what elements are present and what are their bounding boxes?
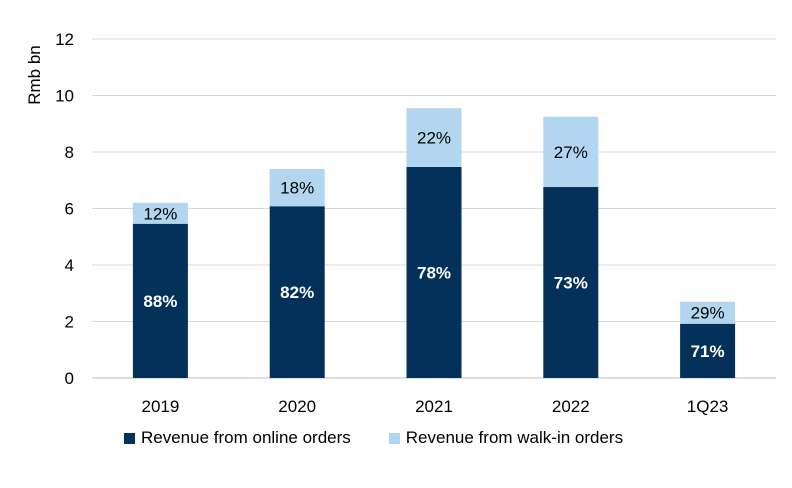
bar-segment-online bbox=[680, 323, 736, 378]
x-tick-label: 2020 bbox=[278, 397, 316, 416]
bar-data-label: 78% bbox=[417, 263, 451, 282]
y-tick-label: 8 bbox=[65, 143, 74, 162]
bar-segment-walk-in bbox=[269, 168, 325, 207]
bar-data-label: 12% bbox=[143, 204, 177, 223]
legend-label-walk-in: Revenue from walk-in orders bbox=[405, 428, 624, 447]
bar-segment-online bbox=[132, 223, 188, 378]
bar-segment-online bbox=[543, 187, 599, 378]
bar-data-label: 73% bbox=[554, 274, 588, 293]
legend-label-online: Revenue from online orders bbox=[141, 428, 351, 447]
y-tick-label: 10 bbox=[55, 87, 74, 106]
bar-segment-walk-in bbox=[543, 116, 599, 188]
y-axis-label: Rmb bn bbox=[25, 45, 44, 105]
y-tick-label: 0 bbox=[65, 369, 74, 388]
y-tick-label: 4 bbox=[65, 256, 74, 275]
axes: 0 2 4 6 8 10 12 2019 2020 2021 2022 1Q23 bbox=[55, 30, 776, 416]
x-tick-label: 1Q23 bbox=[687, 397, 729, 416]
bar-segment-online bbox=[406, 166, 462, 378]
bar-data-label: 88% bbox=[143, 292, 177, 311]
bar-segment-online bbox=[269, 206, 325, 378]
bar-data-label: 22% bbox=[417, 129, 451, 148]
y-tick-label: 12 bbox=[55, 30, 74, 49]
y-tick-label: 2 bbox=[65, 313, 74, 332]
x-tick-label: 2019 bbox=[141, 397, 179, 416]
bar-data-label: 71% bbox=[691, 342, 725, 361]
bar-data-label: 82% bbox=[280, 283, 314, 302]
legend-item-online: Revenue from online orders bbox=[124, 428, 351, 448]
legend: Revenue from online orders Revenue from … bbox=[124, 428, 623, 448]
bar-segment-walk-in bbox=[680, 301, 736, 324]
x-tick-label: 2022 bbox=[552, 397, 590, 416]
legend-swatch-walk-in bbox=[388, 432, 400, 444]
bars bbox=[132, 108, 736, 378]
bar-data-label: 18% bbox=[280, 179, 314, 198]
bar-data-label: 29% bbox=[691, 304, 725, 323]
bar-segment-walk-in bbox=[406, 108, 462, 167]
bar-data-label: 27% bbox=[554, 143, 588, 162]
x-tick-label: 2021 bbox=[415, 397, 453, 416]
legend-swatch-online bbox=[124, 432, 135, 444]
y-tick-label: 6 bbox=[65, 200, 74, 219]
legend-item-walk-in: Revenue from walk-in orders bbox=[388, 428, 624, 448]
bar-labels: 88% 12% 82% 18% 78% 22% 73% 27% 71% 29% bbox=[143, 129, 724, 361]
bar-segment-walk-in bbox=[132, 202, 188, 224]
